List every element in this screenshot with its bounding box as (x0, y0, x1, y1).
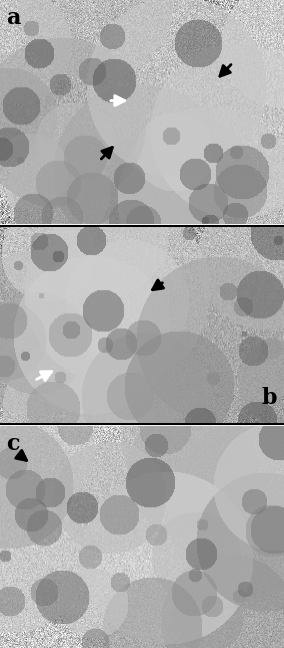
Text: a: a (6, 6, 20, 29)
Text: b: b (261, 386, 277, 408)
Text: c: c (6, 433, 19, 455)
